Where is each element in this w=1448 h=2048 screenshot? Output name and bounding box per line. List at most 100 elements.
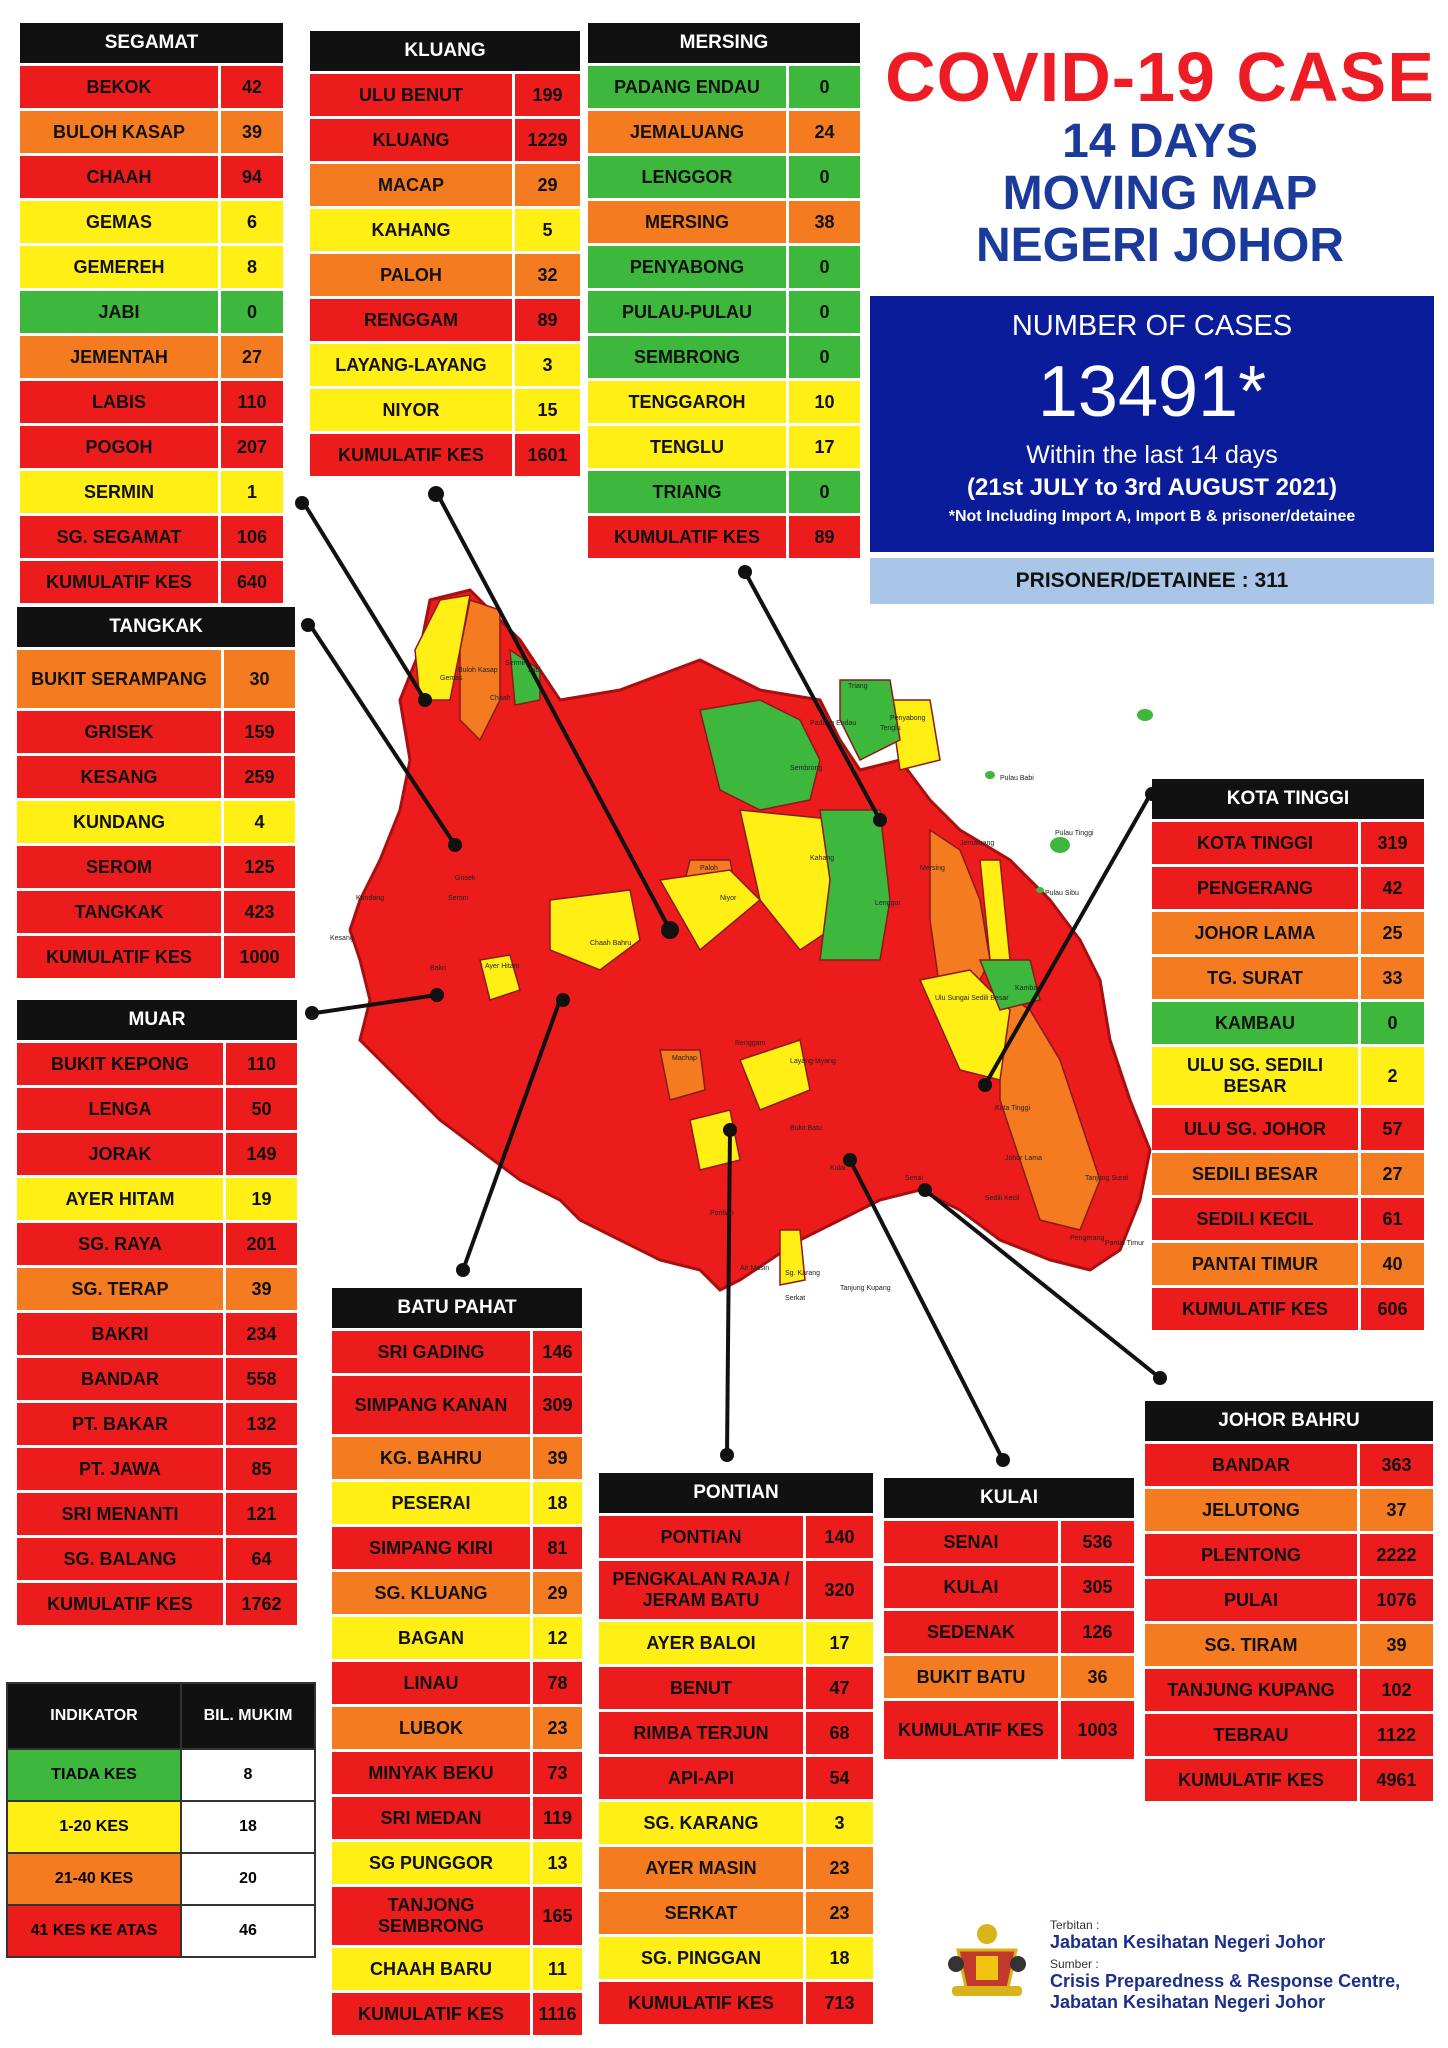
map-place-label: Pontian — [710, 1210, 734, 1217]
case-count: 149 — [223, 1133, 297, 1175]
district-name: TANGKAK — [15, 607, 295, 647]
district-table-kotatinggi: KOTA TINGGI KOTA TINGGI 319 PENGERANG 42 JOHO… — [1150, 776, 1424, 1333]
table-row: PANTAI TIMUR 40 — [1150, 1243, 1424, 1285]
map-place-label: Kota Tinggi — [995, 1105, 1030, 1112]
map-place-label: Chaah Bahru — [590, 940, 631, 947]
district-name: PONTIAN — [597, 1473, 873, 1513]
title-line1: COVID-19 CASE — [885, 38, 1435, 116]
district-name: MERSING — [586, 23, 860, 63]
case-count: 106 — [218, 516, 283, 558]
mukim-name: SRI MEDAN — [330, 1797, 530, 1839]
case-count: 64 — [223, 1538, 297, 1580]
mukim-name: JEMALUANG — [586, 111, 786, 153]
footer-credits: Terbitan : Jabatan Kesihatan Negeri Joho… — [1050, 1918, 1400, 2013]
pin-pontian-map — [723, 1123, 737, 1137]
case-count: 0 — [218, 291, 283, 333]
pin-tangkak-map — [448, 838, 462, 852]
table-row: ULU BENUT 199 — [308, 74, 580, 116]
table-row: PENGERANG 42 — [1150, 867, 1424, 909]
mukim-name: LENGGOR — [586, 156, 786, 198]
mukim-name: CHAAH — [18, 156, 218, 198]
case-count: 39 — [218, 111, 283, 153]
district-name: BATU PAHAT — [330, 1288, 582, 1328]
case-count: 536 — [1058, 1521, 1134, 1563]
district-table-muar: MUAR BUKIT KEPONG 110 LENGA 50 JORAK 149 AYER H… — [15, 997, 297, 1628]
table-row: SEROM 125 — [15, 846, 295, 888]
district-name: KULAI — [882, 1478, 1134, 1518]
table-row: TANGKAK 423 — [15, 891, 295, 933]
legend-row: TIADA KES 8 — [6, 1748, 316, 1802]
map-place-label: Machap — [672, 1055, 697, 1062]
mukim-name: BENUT — [597, 1667, 803, 1709]
map-place-label: Triang — [848, 683, 868, 690]
mukim-name: KG. BAHRU — [330, 1437, 530, 1479]
map-place-label: Sedili Kecil — [985, 1195, 1020, 1202]
case-count: 309 — [530, 1376, 582, 1434]
case-count: 8 — [218, 246, 283, 288]
case-count: 39 — [223, 1268, 297, 1310]
connector-kotatinggi — [983, 794, 1152, 1086]
case-count: 3 — [803, 1802, 873, 1844]
table-row: API-API 54 — [597, 1757, 873, 1799]
case-count: 5 — [512, 209, 580, 251]
mukim-name: KUMULATIF KES — [597, 1982, 803, 2024]
map-region-orange-5 — [659, 1049, 706, 1101]
map-place-label: Gemas — [440, 675, 463, 682]
mukim-name: MERSING — [586, 201, 786, 243]
case-count: 29 — [512, 164, 580, 206]
mukim-name: ULU BENUT — [308, 74, 512, 116]
mukim-name: LUBOK — [330, 1707, 530, 1749]
mukim-name: SIMPANG KIRI — [330, 1527, 530, 1569]
table-row: SIMPANG KIRI 81 — [330, 1527, 582, 1569]
table-total-row: KUMULATIF KES 1000 — [15, 936, 295, 978]
table-row: GEMEREH 8 — [18, 246, 283, 288]
map-place-label: Penyabong — [890, 715, 926, 722]
case-count: 15 — [512, 389, 580, 431]
case-count: 165 — [530, 1887, 582, 1945]
table-row: KG. BAHRU 39 — [330, 1437, 582, 1479]
map-connectors — [303, 494, 1162, 1461]
case-count: 125 — [221, 846, 295, 888]
map-region-yellow-9 — [779, 1229, 806, 1286]
table-row: TENGLU 17 — [586, 426, 860, 468]
table-row: BEKOK 42 — [18, 66, 283, 108]
map-region-yellow-10 — [479, 954, 521, 1001]
case-count: 121 — [223, 1493, 297, 1535]
case-count: 85 — [223, 1448, 297, 1490]
legend-header-mukim: BIL. MUKIM — [180, 1682, 316, 1750]
map-region-green-5 — [978, 959, 1041, 1011]
mukim-name: PENGKALAN RAJA / JERAM BATU — [597, 1561, 803, 1619]
table-row: SEMBRONG 0 — [586, 336, 860, 378]
table-row: BUKIT KEPONG 110 — [15, 1043, 297, 1085]
case-count: 32 — [512, 254, 580, 296]
case-count: 1003 — [1058, 1701, 1134, 1759]
mukim-name: PULAI — [1143, 1579, 1357, 1621]
table-row: PT. JAWA 85 — [15, 1448, 297, 1490]
mukim-name: SG. KLUANG — [330, 1572, 530, 1614]
legend-value: 18 — [180, 1800, 316, 1854]
mukim-name: SRI GADING — [330, 1331, 530, 1373]
table-row: AYER HITAM 19 — [15, 1178, 297, 1220]
table-total-row: KUMULATIF KES 4961 — [1143, 1759, 1433, 1801]
case-count: 37 — [1357, 1489, 1433, 1531]
table-row: SG. BALANG 64 — [15, 1538, 297, 1580]
mukim-name: POGOH — [18, 426, 218, 468]
map-place-label: Niyor — [720, 895, 737, 902]
case-count: 119 — [530, 1797, 582, 1839]
mukim-name: KUMULATIF KES — [1150, 1288, 1358, 1330]
table-row: BENUT 47 — [597, 1667, 873, 1709]
table-row: BAGAN 12 — [330, 1617, 582, 1659]
table-total-row: KUMULATIF KES 1762 — [15, 1583, 297, 1625]
legend-value: 46 — [180, 1904, 316, 1958]
map-place-label: Pulau Tinggi — [1055, 830, 1094, 837]
table-row: SRI GADING 146 — [330, 1331, 582, 1373]
mukim-name: BANDAR — [15, 1358, 223, 1400]
table-row: PENGKALAN RAJA / JERAM BATU 320 — [597, 1561, 873, 1619]
mukim-name: SG. TIRAM — [1143, 1624, 1357, 1666]
table-row: TANJUNG KUPANG 102 — [1143, 1669, 1433, 1711]
case-count: 305 — [1058, 1566, 1134, 1608]
table-row: POGOH 207 — [18, 426, 283, 468]
case-count: 30 — [221, 650, 295, 708]
table-row: TRIANG 0 — [586, 471, 860, 513]
map-place-label: Senai — [905, 1175, 923, 1182]
